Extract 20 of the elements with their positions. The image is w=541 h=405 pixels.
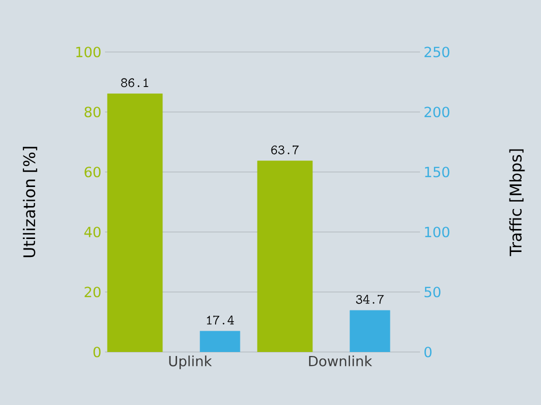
y2-tick-label: 200 [424, 106, 450, 118]
y-tick-label: 40 [84, 226, 101, 238]
y2-tick-label: 100 [425, 226, 450, 238]
y2-tick-label: 150 [425, 166, 450, 178]
y-tick-label: 60 [84, 166, 101, 178]
x-tick-label: Downlink [309, 356, 372, 366]
data-label: 63.7 [271, 145, 299, 154]
y-tick-label: 20 [84, 286, 101, 298]
y2-tick-label: 250 [424, 46, 450, 58]
y2-tick-label: 0 [424, 346, 432, 358]
data-label: 34.7 [356, 294, 384, 304]
y-tick-label: 100 [76, 46, 101, 58]
y2-axis-title: Traffic [Mbps] [509, 149, 525, 256]
x-tick-label: Uplink [169, 356, 212, 370]
data-label: 17.4 [207, 316, 234, 325]
data-label: 86.1 [121, 78, 148, 88]
y-tick-label: 0 [93, 346, 101, 358]
y-tick-label: 80 [84, 106, 101, 118]
y2-tick-label: 50 [424, 286, 440, 298]
y-axis-title: Utilization [%] [22, 146, 38, 258]
